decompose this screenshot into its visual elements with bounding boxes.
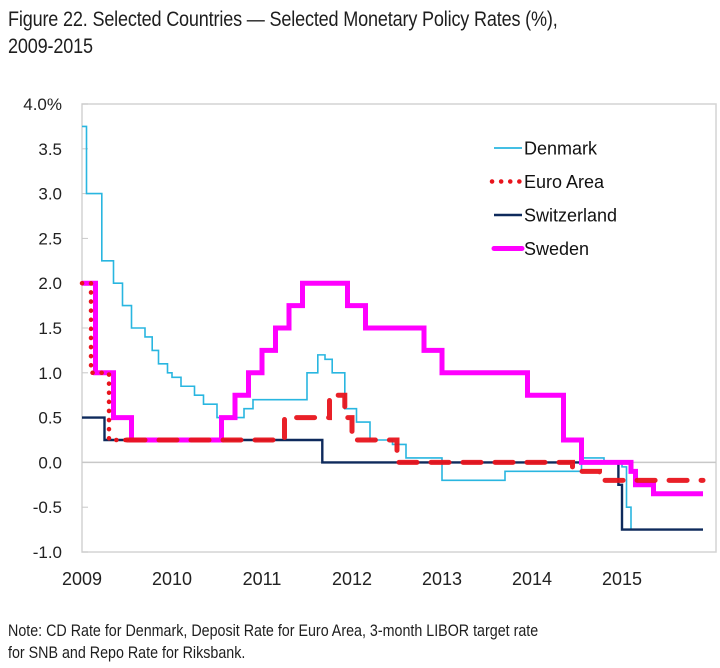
legend-label-sweden: Sweden xyxy=(524,239,589,259)
x-tick-label: 2011 xyxy=(243,569,282,589)
legend-item-sweden: Sweden xyxy=(491,239,589,259)
figure-note-line2: for SNB and Repo Rate for Riksbank. xyxy=(8,643,246,662)
x-tick-label: 2015 xyxy=(602,569,642,589)
legend-label-denmark: Denmark xyxy=(524,139,598,159)
series-line-sweden xyxy=(82,280,703,497)
legend-label-euro-area: Euro Area xyxy=(524,172,605,192)
series-line-denmark xyxy=(82,125,703,531)
x-tick-label: 2009 xyxy=(62,569,102,589)
y-tick-label: 1.5 xyxy=(38,319,62,338)
series-line-switzerland xyxy=(82,416,703,531)
legend-item-switzerland: Switzerland xyxy=(494,206,617,226)
figure-title-line2: 2009-2015 xyxy=(8,35,93,58)
x-tick-label: 2014 xyxy=(512,569,552,589)
legend-item-euro-area: Euro Area xyxy=(489,172,605,192)
y-axis: 4.0% 3.5 3.0 2.5 2.0 1.5 1.0 0.5 0.0 -0.5 -1.0 xyxy=(23,95,88,562)
figure-title: Figure 22. Selected Countries — Selected… xyxy=(8,6,619,60)
series-group xyxy=(79,125,706,531)
x-axis: 2009 2010 2011 2012 2013 2014 2015 xyxy=(62,569,642,589)
figure-note: Note: CD Rate for Denmark, Deposit Rate … xyxy=(8,620,680,664)
x-tick-label: 2012 xyxy=(332,569,372,589)
series-line-euro-area-dotted xyxy=(79,280,130,443)
figure-title-line1: Figure 22. Selected Countries — Selected… xyxy=(8,8,558,31)
y-tick-label: 2.5 xyxy=(38,229,62,248)
x-tick-label: 2013 xyxy=(422,569,462,589)
legend-label-switzerland: Switzerland xyxy=(524,206,617,226)
y-tick-label: 4.0% xyxy=(23,95,62,114)
y-tick-label: 2.0 xyxy=(38,274,62,293)
y-tick-label: 0.0 xyxy=(38,453,62,472)
y-tick-label: 3.0 xyxy=(38,185,62,204)
figure-note-line1: Note: CD Rate for Denmark, Deposit Rate … xyxy=(8,621,539,640)
y-tick-label: 0.5 xyxy=(38,409,62,428)
series-line-euro-area-dashed xyxy=(124,392,706,483)
legend-item-denmark: Denmark xyxy=(494,139,598,159)
y-tick-label: -1.0 xyxy=(33,543,62,562)
y-tick-label: -0.5 xyxy=(33,498,62,517)
legend: Denmark Euro Area Switzerland Sweden xyxy=(489,139,617,259)
y-tick-label: 3.5 xyxy=(38,140,62,159)
y-tick-label: 1.0 xyxy=(38,364,62,383)
x-tick-label: 2010 xyxy=(152,569,192,589)
